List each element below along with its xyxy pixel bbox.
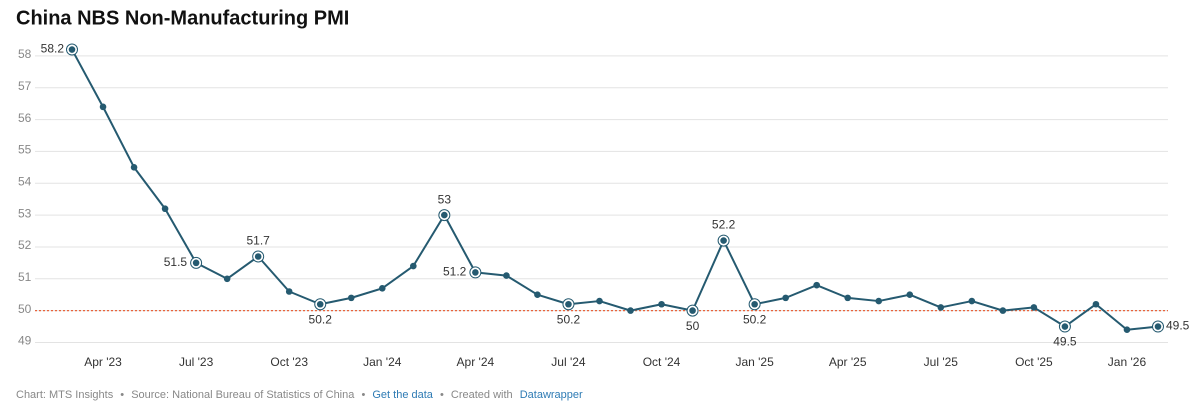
y-tick-label: 55 (18, 143, 32, 157)
x-tick-label: Oct '24 (643, 355, 681, 369)
point (378, 285, 386, 292)
point (192, 259, 200, 267)
point (1154, 323, 1162, 330)
x-tick-label: Jan '26 (1108, 355, 1147, 369)
footer-created: Created with (451, 389, 513, 401)
x-tick-label: Jul '24 (551, 355, 586, 369)
point (844, 294, 852, 302)
line (71, 49, 1159, 331)
value-label: 52.2 (712, 218, 736, 232)
value-label: 50.2 (557, 312, 581, 326)
point (316, 300, 324, 308)
value-label: 51.7 (246, 234, 270, 248)
x-tick-label: Jul '23 (179, 355, 214, 369)
footer-sep: • (440, 389, 444, 401)
value-label: 51.5 (164, 255, 188, 269)
value-label: 49.5 (1053, 335, 1077, 349)
point (223, 275, 231, 283)
footer: Chart: MTS Insights • Source: National B… (16, 389, 583, 401)
point (503, 272, 510, 279)
point (68, 46, 76, 53)
point (875, 297, 883, 305)
y-tick-label: 54 (18, 174, 32, 188)
value-label: 50 (686, 319, 700, 333)
point (999, 307, 1007, 314)
point (658, 300, 665, 308)
value-label: 50.2 (743, 312, 767, 326)
value-label: 53 (438, 192, 452, 206)
footer-sep: • (361, 389, 365, 401)
y-tick-label: 50 (18, 302, 32, 316)
footer-source: Source: National Bureau of Statistics of… (131, 389, 355, 401)
point (720, 237, 727, 244)
value-label: 49.5 (1166, 319, 1190, 333)
point (1061, 323, 1069, 330)
x-tick-label: Jul '25 (924, 355, 959, 369)
footer-sep: • (120, 389, 124, 401)
y-tick-label: 52 (18, 238, 32, 252)
point (968, 297, 976, 305)
x-tick-label: Apr '24 (457, 355, 495, 369)
point (130, 164, 138, 171)
y-tick-label: 58 (18, 47, 32, 61)
point (534, 291, 541, 298)
point (813, 281, 820, 289)
point (906, 291, 914, 298)
point (565, 300, 572, 308)
y-tick-label: 51 (18, 270, 32, 284)
y-tick-label: 56 (18, 111, 32, 125)
x-tick-label: Oct '25 (1015, 355, 1053, 369)
point (285, 288, 293, 295)
point (472, 269, 479, 276)
y-tick-label: 57 (18, 79, 32, 93)
point (1092, 300, 1100, 308)
value-label: 58.2 (41, 42, 65, 56)
footer-data-link[interactable]: Get the data (372, 389, 433, 401)
point (441, 211, 448, 219)
point (937, 304, 945, 311)
point (1123, 326, 1131, 334)
point (596, 297, 603, 305)
point (347, 294, 355, 302)
point (254, 253, 262, 260)
point (161, 205, 169, 213)
x-tick-label: Oct '23 (270, 355, 308, 369)
y-tick-label: 53 (18, 206, 32, 220)
y-tick-label: 49 (18, 334, 32, 348)
point (410, 262, 417, 270)
point (99, 103, 107, 111)
point (689, 307, 696, 314)
chart-title: China NBS Non-Manufacturing PMI (16, 7, 349, 29)
footer-credit: Chart: MTS Insights (16, 389, 114, 401)
value-label: 50.2 (309, 312, 333, 326)
point (1030, 304, 1038, 311)
point (627, 307, 634, 314)
x-tick-label: Jan '25 (735, 355, 774, 369)
point (782, 294, 789, 302)
x-tick-label: Apr '23 (84, 355, 122, 369)
x-tick-label: Jan '24 (363, 355, 402, 369)
x-tick-label: Apr '25 (829, 355, 867, 369)
point (751, 300, 758, 308)
value-label: 51.2 (443, 265, 467, 279)
footer-tool-link[interactable]: Datawrapper (520, 389, 583, 401)
